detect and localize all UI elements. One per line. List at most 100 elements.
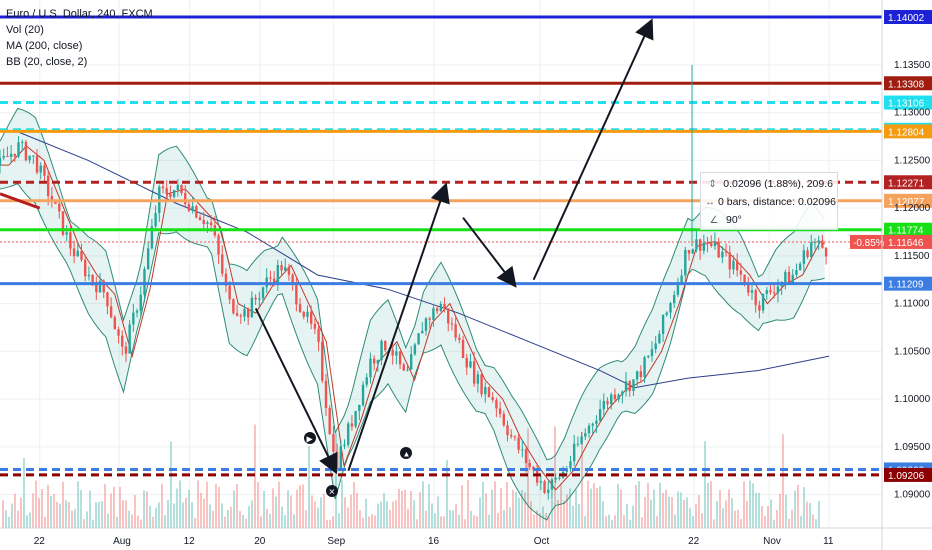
- volume-bar: [290, 495, 292, 528]
- candle-body: [0, 157, 2, 166]
- volume-bar: [491, 489, 493, 528]
- volume-bar: [572, 505, 574, 528]
- candle-body: [395, 351, 398, 356]
- volume-indicator-label[interactable]: Vol (20): [6, 24, 44, 36]
- volume-bar: [83, 519, 85, 528]
- price-level-label: 1.12804: [888, 127, 925, 138]
- candle-body: [209, 222, 213, 226]
- candle-body: [732, 260, 735, 270]
- y-tick-label: 1.12000: [894, 203, 931, 214]
- candle-body: [547, 489, 550, 493]
- volume-bar: [749, 480, 751, 528]
- volume-bar: [236, 483, 238, 528]
- volume-bar: [74, 509, 76, 528]
- volume-bar: [797, 484, 799, 528]
- volume-bar: [755, 493, 757, 528]
- volume-bar: [56, 501, 58, 528]
- candle-body: [409, 354, 413, 370]
- candle-body: [176, 184, 180, 190]
- volume-bar: [242, 514, 244, 528]
- candle-body: [135, 310, 139, 313]
- y-tick-label: 1.13500: [894, 60, 931, 71]
- volume-bar: [326, 519, 328, 528]
- volume-bar: [227, 509, 229, 528]
- candle-body: [580, 436, 583, 444]
- candle-body: [146, 248, 150, 269]
- candle-body: [328, 408, 331, 435]
- volume-bar: [665, 489, 667, 528]
- volume-bar: [89, 490, 91, 528]
- candle-body: [621, 391, 624, 395]
- bb-indicator-label[interactable]: BB (20, close, 2): [6, 56, 88, 68]
- candle-body: [376, 360, 380, 364]
- volume-bar: [485, 493, 487, 528]
- candle-body: [584, 433, 587, 437]
- change-tag: [850, 234, 884, 249]
- volume-bar: [488, 514, 490, 528]
- volume-bar: [476, 516, 478, 528]
- volume-bar: [251, 500, 253, 528]
- candle-body: [654, 343, 657, 350]
- candle-body: [824, 247, 828, 257]
- price-level-label: 1.09206: [888, 471, 925, 482]
- symbol-title[interactable]: Euro / U.S. Dollar, 240, FXCM: [6, 8, 153, 20]
- volume-bar: [179, 480, 181, 528]
- x-tick-label: 20: [254, 536, 266, 547]
- trendline-red[interactable]: [0, 192, 41, 210]
- volume-bar: [182, 502, 184, 528]
- candle-body: [795, 270, 798, 275]
- price-level-label: 1.11209: [888, 280, 924, 291]
- candle-body: [95, 282, 98, 293]
- volume-bar: [518, 497, 520, 528]
- volume-bar: [806, 501, 808, 528]
- volume-bar: [425, 510, 427, 528]
- candle-body: [417, 333, 420, 345]
- projection-arrow[interactable]: [254, 307, 338, 475]
- projection-arrow[interactable]: [462, 217, 517, 288]
- candle-body: [810, 242, 813, 258]
- ma-indicator-label[interactable]: MA (200, close): [6, 40, 83, 52]
- volume-bar: [104, 484, 106, 528]
- volume-bar: [185, 497, 187, 528]
- volume-bar: [62, 481, 64, 528]
- volume-bar: [725, 500, 727, 528]
- candle-body: [572, 443, 576, 462]
- candle-body: [69, 232, 72, 249]
- volume-bar: [428, 483, 430, 528]
- candle-body: [102, 280, 105, 293]
- event-marker-icon[interactable]: [304, 432, 316, 444]
- candle-body: [191, 206, 194, 211]
- candle-body: [680, 275, 683, 283]
- x-tick-label: 12: [184, 536, 196, 547]
- price-level-tag: [884, 9, 932, 24]
- candle-body: [591, 423, 594, 426]
- volume-bar: [284, 515, 286, 528]
- candle-body: [669, 303, 672, 313]
- candle-body: [206, 222, 209, 225]
- volume-bar: [722, 508, 724, 528]
- candle-body: [817, 240, 820, 242]
- volume-bar: [11, 503, 13, 528]
- volume-bar: [494, 481, 496, 528]
- candle-body: [728, 252, 731, 270]
- price-level-tag: [884, 467, 932, 482]
- volume-bar: [686, 497, 688, 528]
- volume-bar: [167, 500, 169, 528]
- candle-body: [758, 305, 761, 311]
- volume-bar: [341, 480, 343, 528]
- event-marker-icon[interactable]: [400, 447, 412, 459]
- volume-bar: [692, 516, 694, 528]
- volume-bar: [431, 503, 433, 528]
- volume-bar: [149, 505, 151, 528]
- volume-bar: [86, 511, 88, 528]
- bollinger-band-fill: [0, 108, 825, 520]
- projection-arrow[interactable]: [532, 18, 654, 281]
- event-marker-icon[interactable]: [326, 485, 338, 497]
- price-level-label: 1.13308: [888, 79, 925, 90]
- projection-arrow[interactable]: [347, 182, 450, 472]
- candle-body: [687, 250, 691, 254]
- volume-bar: [614, 515, 616, 528]
- volume-bar: [2, 500, 4, 528]
